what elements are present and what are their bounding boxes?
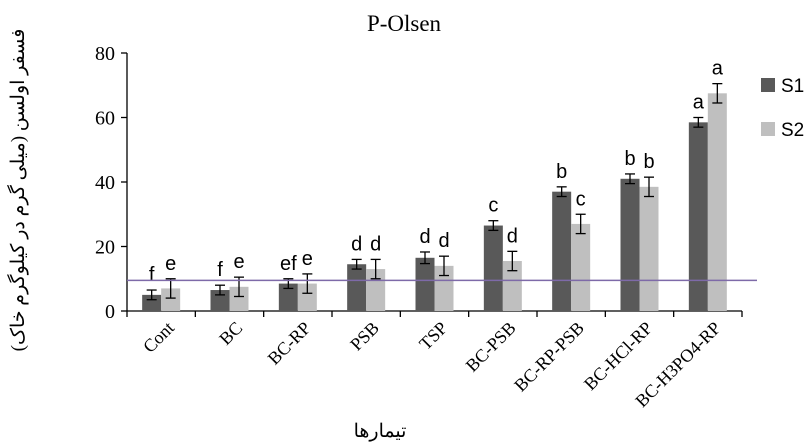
x-tick-label: TSP: [415, 318, 451, 354]
y-tick-label: 60: [95, 108, 115, 130]
bar-s1: [142, 294, 162, 311]
y-tick-label: 40: [95, 172, 115, 194]
x-tick-label: PSB: [346, 318, 383, 355]
chart-title: P-Olsen: [367, 11, 442, 36]
significance-letter: a: [712, 58, 724, 80]
significance-letter: ef: [280, 253, 297, 275]
significance-letter: d: [351, 233, 362, 255]
bar-s2: [366, 269, 386, 311]
x-tick-label: BC: [215, 318, 246, 349]
significance-letter: e: [233, 251, 244, 273]
y-tick-label: 0: [105, 301, 115, 323]
significance-letter: d: [438, 230, 449, 252]
bar-s2: [297, 283, 317, 311]
bar-s1: [552, 191, 572, 311]
legend-label: S2: [781, 120, 804, 141]
significance-letter: b: [643, 151, 654, 173]
significance-letter: a: [693, 92, 705, 114]
x-tick-label: BC-RP: [264, 318, 315, 369]
bar-s1: [347, 264, 367, 311]
bar-s2: [434, 265, 454, 311]
legend-swatch-s1: [761, 78, 775, 92]
bar-s2: [707, 93, 727, 311]
significance-letter: d: [507, 225, 518, 247]
significance-letter: c: [576, 188, 586, 210]
legend: S1 S2: [761, 76, 804, 141]
bar-s2: [161, 288, 181, 311]
bar-s2: [571, 223, 591, 311]
bar-s1: [278, 283, 298, 311]
y-axis-label: فسفر اولسن (میلی گرم در کیلوگرم خاک): [6, 29, 29, 352]
significance-letter: b: [556, 161, 567, 183]
significance-letter: e: [165, 253, 176, 275]
legend-label: S1: [781, 76, 804, 97]
significance-letter: e: [302, 248, 313, 270]
legend-swatch-s2: [761, 122, 775, 136]
significance-letter: b: [624, 148, 635, 170]
significance-letter: f: [217, 259, 223, 281]
y-tick-label: 80: [95, 43, 115, 65]
x-tick-label: Cont: [139, 318, 178, 357]
significance-letter: d: [370, 233, 381, 255]
bar-s1: [483, 225, 503, 311]
x-tick-label: BC-PSB: [462, 318, 520, 376]
x-axis-label: تیمارها: [354, 421, 407, 442]
y-tick-label: 20: [95, 237, 115, 259]
significance-letter: f: [149, 264, 155, 286]
bar-s2: [229, 286, 249, 311]
bar-s2: [639, 186, 659, 311]
significance-letter: d: [419, 226, 430, 248]
bar-s1: [620, 178, 640, 311]
bar-s1: [688, 122, 708, 312]
bar-s1: [415, 257, 435, 311]
x-tick-label: BC-RP-PSB: [510, 318, 588, 396]
significance-letter: c: [488, 195, 498, 217]
bar-s2: [502, 261, 522, 311]
